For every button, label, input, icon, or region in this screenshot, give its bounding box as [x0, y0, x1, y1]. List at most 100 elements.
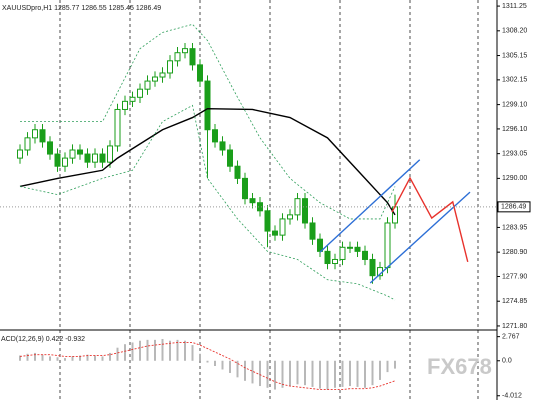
- histogram-bar: [19, 355, 21, 361]
- candle-body: [159, 72, 166, 78]
- chart-title: ACD(12,26,9) 0.422 -0.932: [1, 336, 85, 343]
- histogram-bar: [206, 360, 209, 363]
- overlay-line: [20, 23, 396, 220]
- histogram-bar: [184, 340, 186, 361]
- candle-body: [197, 64, 203, 82]
- y-tick-label: 1308.20: [502, 28, 527, 35]
- candle-body: [32, 129, 38, 139]
- candle-body: [362, 250, 368, 260]
- last-price-box: [497, 201, 531, 213]
- y-tick-label: 1305.15: [502, 52, 527, 59]
- histogram-bar: [379, 360, 381, 380]
- histogram-bar: [266, 360, 269, 388]
- overlay-line: [19, 107, 396, 216]
- candle-body: [17, 149, 23, 159]
- histogram-bar: [394, 360, 396, 369]
- histogram-bar: [356, 360, 359, 387]
- candle-body: [69, 149, 76, 159]
- candle-body: [332, 258, 338, 265]
- candle-body: [354, 246, 361, 252]
- candle-body: [339, 246, 346, 260]
- candle-body: [204, 80, 211, 131]
- last-price-label: 1286.49: [501, 204, 526, 211]
- candle-body: [369, 258, 376, 277]
- histogram-bar: [71, 356, 74, 361]
- histogram-bar: [296, 360, 299, 385]
- y-tick-label: 1274.85: [502, 298, 527, 305]
- histogram-bar: [49, 356, 51, 361]
- histogram-bar: [86, 354, 89, 361]
- histogram-bar: [109, 352, 111, 361]
- histogram-bar: [349, 360, 351, 387]
- candle-body: [234, 165, 241, 179]
- candle-body: [137, 88, 143, 98]
- watermark: FX678: [427, 354, 492, 379]
- histogram-bar: [251, 360, 254, 384]
- histogram-bar: [79, 355, 81, 361]
- candle-body: [114, 108, 121, 147]
- histogram-bar: [341, 360, 344, 387]
- y-tick-label: 1277.90: [502, 273, 527, 280]
- candle-body: [54, 153, 61, 167]
- histogram-bar: [169, 340, 171, 361]
- candle-body: [144, 80, 151, 90]
- candle-body: [347, 246, 353, 249]
- histogram-bar: [236, 360, 239, 378]
- histogram-bar: [319, 360, 321, 389]
- histogram-bar: [56, 357, 59, 361]
- candle-body: [227, 149, 233, 167]
- overlay-line: [319, 159, 421, 253]
- y-tick-label: 1293.05: [502, 150, 527, 157]
- histogram-bar: [371, 360, 374, 386]
- histogram-bar: [221, 360, 224, 370]
- candle-body: [279, 218, 286, 236]
- histogram-bar: [161, 338, 164, 361]
- histogram-bar: [364, 360, 366, 388]
- candle-body: [317, 238, 323, 252]
- histogram-bar: [274, 360, 276, 390]
- histogram-bar: [41, 354, 44, 361]
- histogram-bar: [259, 360, 261, 387]
- histogram-bar: [34, 352, 36, 361]
- candle-body: [174, 52, 181, 62]
- candle-body: [62, 157, 68, 167]
- histogram-bar: [154, 339, 156, 361]
- candle-body: [152, 76, 158, 82]
- y-tick-label: 1290.00: [502, 175, 527, 182]
- y-tick-label: 1299.10: [502, 101, 527, 108]
- candle-body: [99, 153, 106, 163]
- histogram-bar: [146, 339, 149, 361]
- histogram-bar: [311, 360, 314, 387]
- candle-body: [219, 141, 226, 151]
- histogram-bar: [64, 358, 66, 361]
- histogram-bar: [191, 345, 194, 361]
- y-tick-label: -4.012: [502, 393, 522, 400]
- histogram-bar: [334, 360, 336, 388]
- histogram-bar: [281, 360, 284, 388]
- histogram-bar: [131, 342, 134, 361]
- y-tick-label: 0.0: [502, 358, 512, 365]
- candle-body: [324, 250, 331, 265]
- y-tick-label: 1280.90: [502, 249, 527, 256]
- y-tick-label: 1271.80: [502, 323, 527, 330]
- histogram-bar: [199, 353, 201, 361]
- y-tick-label: 1302.15: [502, 77, 527, 84]
- histogram-bar: [214, 360, 216, 366]
- candle-body: [189, 48, 196, 66]
- candle-body: [24, 137, 31, 151]
- signal-line: [19, 342, 396, 390]
- histogram-bar: [116, 347, 119, 361]
- candle-body: [47, 141, 53, 155]
- histogram-bar: [26, 353, 29, 361]
- histogram-bar: [289, 360, 291, 387]
- candle-body: [167, 60, 173, 74]
- histogram-bar: [386, 360, 389, 373]
- candle-body: [92, 153, 98, 163]
- candle-body: [107, 145, 113, 163]
- candle-body: [242, 177, 248, 200]
- y-tick-label: 1311.25: [502, 3, 527, 10]
- candle-body: [272, 230, 278, 236]
- candle-body: [77, 149, 83, 155]
- candle-body: [212, 129, 218, 143]
- histogram-bar: [244, 360, 246, 381]
